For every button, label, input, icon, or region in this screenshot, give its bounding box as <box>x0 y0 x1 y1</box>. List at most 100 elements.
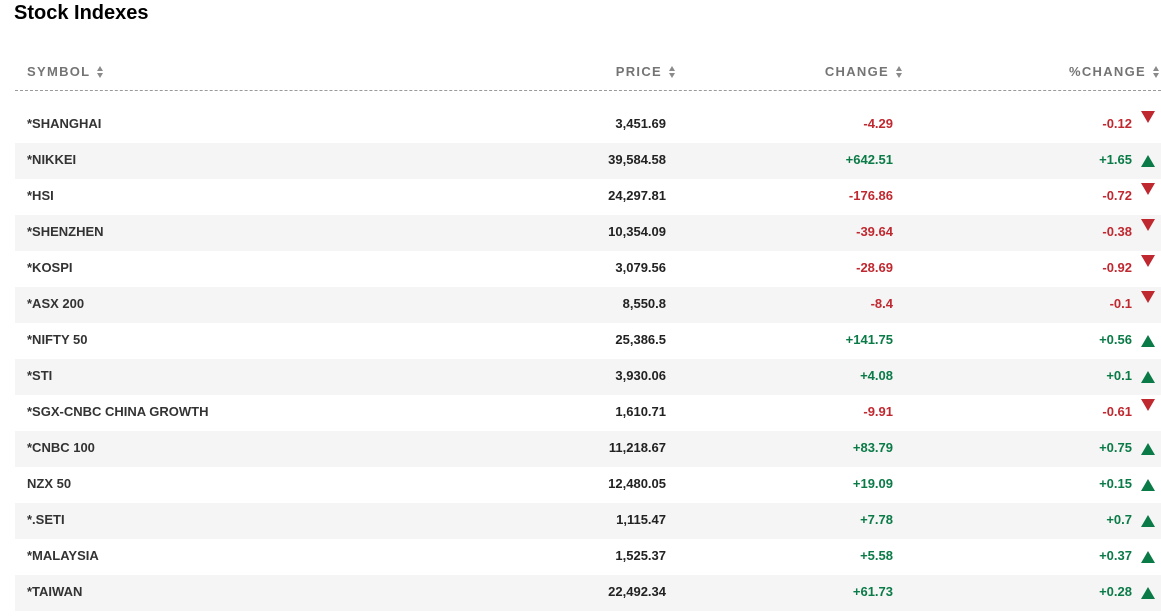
price-value: 1,525.37 <box>615 548 666 563</box>
table-row[interactable]: *CNBC 100 11,218.67 +83.79 +0.75 <box>15 431 1161 467</box>
page-title: Stock Indexes <box>14 2 149 24</box>
price-value: 25,386.5 <box>615 332 666 347</box>
symbol-column-label: SYMBOL <box>27 64 91 79</box>
change-value: -39.64 <box>856 224 893 239</box>
pct-change-column-label: %CHANGE <box>1069 64 1146 79</box>
symbol-link[interactable]: *.SETI <box>27 512 65 527</box>
symbol-link[interactable]: *SHANGHAI <box>27 116 102 131</box>
table-row[interactable]: *HSI 24,297.81 -176.86 -0.72 <box>15 179 1161 215</box>
sort-pct-change-header[interactable]: %CHANGE <box>1069 64 1160 79</box>
pct-change-value: -0.61 <box>1102 404 1132 419</box>
change-column-label: CHANGE <box>824 64 889 79</box>
price-value: 22,492.34 <box>608 584 666 599</box>
change-value: -176.86 <box>848 188 893 203</box>
pct-change-value: -0.72 <box>1102 188 1132 203</box>
symbol-link[interactable]: *MALAYSIA <box>27 548 99 563</box>
table-row[interactable]: *SHANGHAI 3,451.69 -4.29 -0.12 <box>15 107 1161 143</box>
triangle-up-icon <box>1141 155 1155 167</box>
triangle-down-icon <box>1141 183 1155 195</box>
pct-change-value: -0.1 <box>1109 296 1132 311</box>
triangle-down-icon <box>1141 255 1155 267</box>
price-value: 12,480.05 <box>608 476 666 491</box>
price-value: 3,079.56 <box>615 260 666 275</box>
price-value: 24,297.81 <box>608 188 666 203</box>
sort-icon <box>896 65 903 79</box>
change-value: -9.91 <box>863 404 893 419</box>
table-row[interactable]: *SGX-CNBC CHINA GROWTH 1,610.71 -9.91 -0.61 <box>15 395 1161 431</box>
table-body: *SHANGHAI 3,451.69 -4.29 -0.12 *NIKKEI 39,584… <box>15 107 1161 611</box>
pct-change-value: +0.1 <box>1106 368 1132 383</box>
pct-change-value: +0.37 <box>1099 548 1132 563</box>
symbol-link[interactable]: *NIKKEI <box>27 152 77 167</box>
symbol-link[interactable]: *NIFTY 50 <box>27 332 88 347</box>
change-value: +61.73 <box>852 584 893 599</box>
table-row[interactable]: *MALAYSIA 1,525.37 +5.58 +0.37 <box>15 539 1161 575</box>
change-value: +83.79 <box>852 440 893 455</box>
change-value: +4.08 <box>860 368 893 383</box>
symbol-link[interactable]: *STI <box>27 368 53 383</box>
change-value: +19.09 <box>852 476 893 491</box>
triangle-up-icon <box>1141 443 1155 455</box>
price-value: 1,115.47 <box>616 512 666 527</box>
pct-change-value: -0.38 <box>1102 224 1132 239</box>
table-row[interactable]: NZX 50 12,480.05 +19.09 +0.15 <box>15 467 1161 503</box>
price-value: 3,451.69 <box>615 116 666 131</box>
table-row[interactable]: *NIFTY 50 25,386.5 +141.75 +0.56 <box>15 323 1161 359</box>
triangle-down-icon <box>1141 219 1155 231</box>
symbol-link[interactable]: *ASX 200 <box>27 296 85 311</box>
sort-icon <box>1153 65 1160 79</box>
price-value: 3,930.06 <box>615 368 666 383</box>
price-value: 39,584.58 <box>608 152 666 167</box>
table-row[interactable]: *SHENZHEN 10,354.09 -39.64 -0.38 <box>15 215 1161 251</box>
pct-change-value: -0.92 <box>1102 260 1132 275</box>
pct-change-value: +0.28 <box>1099 584 1132 599</box>
symbol-link[interactable]: *SGX-CNBC CHINA GROWTH <box>27 404 209 419</box>
table-header: SYMBOL PRICE CHANGE %CHANGE <box>15 52 1161 91</box>
symbol-link[interactable]: *SHENZHEN <box>27 224 104 239</box>
table-row[interactable]: *KOSPI 3,079.56 -28.69 -0.92 <box>15 251 1161 287</box>
triangle-down-icon <box>1141 399 1155 411</box>
triangle-up-icon <box>1141 515 1155 527</box>
price-value: 8,550.8 <box>622 296 666 311</box>
pct-change-value: +0.75 <box>1099 440 1132 455</box>
table-row[interactable]: *TAIWAN 22,492.34 +61.73 +0.28 <box>15 575 1161 611</box>
triangle-down-icon <box>1141 111 1155 123</box>
triangle-down-icon <box>1141 291 1155 303</box>
table-row[interactable]: *NIKKEI 39,584.58 +642.51 +1.65 <box>15 143 1161 179</box>
change-value: -28.69 <box>856 260 893 275</box>
price-column-label: PRICE <box>615 64 662 79</box>
stock-indexes-table: SYMBOL PRICE CHANGE %CHANGE *SHANGHAI 3,4… <box>15 52 1161 611</box>
sort-symbol-header[interactable]: SYMBOL <box>27 64 104 79</box>
price-value: 10,354.09 <box>608 224 666 239</box>
symbol-link[interactable]: *TAIWAN <box>27 584 83 599</box>
pct-change-value: +0.15 <box>1099 476 1132 491</box>
change-value: +642.51 <box>845 152 893 167</box>
pct-change-value: +0.56 <box>1099 332 1132 347</box>
price-value: 1,610.71 <box>615 404 666 419</box>
pct-change-value: +1.65 <box>1099 152 1132 167</box>
symbol-link[interactable]: NZX 50 <box>27 476 72 491</box>
triangle-up-icon <box>1141 335 1155 347</box>
symbol-link[interactable]: *KOSPI <box>27 260 73 275</box>
table-row[interactable]: *ASX 200 8,550.8 -8.4 -0.1 <box>15 287 1161 323</box>
triangle-up-icon <box>1141 479 1155 491</box>
table-row[interactable]: *STI 3,930.06 +4.08 +0.1 <box>15 359 1161 395</box>
change-value: -8.4 <box>870 296 893 311</box>
pct-change-value: -0.12 <box>1102 116 1132 131</box>
change-value: +141.75 <box>845 332 893 347</box>
triangle-up-icon <box>1141 551 1155 563</box>
sort-icon <box>669 65 676 79</box>
triangle-up-icon <box>1141 371 1155 383</box>
table-row[interactable]: *.SETI 1,115.47 +7.78 +0.7 <box>15 503 1161 539</box>
change-value: +7.78 <box>860 512 893 527</box>
sort-change-header[interactable]: CHANGE <box>825 64 903 79</box>
sort-icon <box>97 65 104 79</box>
change-value: -4.29 <box>863 116 893 131</box>
sort-price-header[interactable]: PRICE <box>616 64 676 79</box>
symbol-link[interactable]: *HSI <box>27 188 54 203</box>
price-value: 11,218.67 <box>608 440 666 455</box>
change-value: +5.58 <box>860 548 893 563</box>
triangle-up-icon <box>1141 587 1155 599</box>
symbol-link[interactable]: *CNBC 100 <box>27 440 95 455</box>
pct-change-value: +0.7 <box>1106 512 1132 527</box>
